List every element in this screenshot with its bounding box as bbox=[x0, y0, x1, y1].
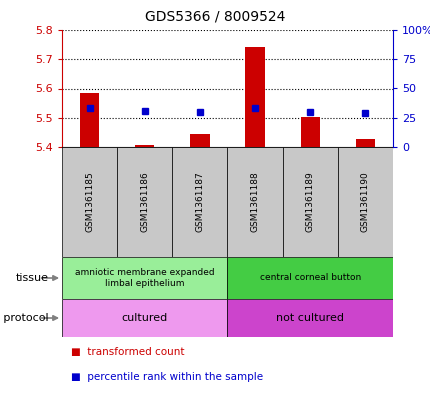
Bar bbox=[355, 139, 374, 147]
Bar bbox=[300, 117, 319, 147]
Text: amniotic membrane expanded
limbal epithelium: amniotic membrane expanded limbal epithe… bbox=[75, 268, 214, 288]
Bar bbox=[117, 147, 172, 257]
Bar bbox=[282, 147, 337, 257]
Text: growth protocol: growth protocol bbox=[0, 313, 49, 323]
Bar bbox=[172, 147, 227, 257]
Bar bbox=[190, 134, 209, 147]
Bar bbox=[227, 257, 392, 299]
Bar bbox=[135, 145, 154, 147]
Text: GSM1361190: GSM1361190 bbox=[360, 172, 369, 232]
Text: GSM1361188: GSM1361188 bbox=[250, 172, 259, 232]
Text: cultured: cultured bbox=[121, 313, 168, 323]
Text: GDS5366 / 8009524: GDS5366 / 8009524 bbox=[145, 9, 285, 23]
Text: GSM1361189: GSM1361189 bbox=[305, 172, 314, 232]
Text: tissue: tissue bbox=[16, 273, 49, 283]
Text: not cultured: not cultured bbox=[276, 313, 344, 323]
Bar bbox=[62, 299, 227, 337]
Text: GSM1361187: GSM1361187 bbox=[195, 172, 204, 232]
Bar bbox=[62, 147, 117, 257]
Text: central corneal button: central corneal button bbox=[259, 274, 360, 283]
Bar bbox=[80, 94, 99, 147]
Bar bbox=[62, 257, 227, 299]
Text: ■  transformed count: ■ transformed count bbox=[71, 347, 184, 357]
Text: ■  percentile rank within the sample: ■ percentile rank within the sample bbox=[71, 372, 262, 382]
Bar bbox=[337, 147, 392, 257]
Text: GSM1361186: GSM1361186 bbox=[140, 172, 149, 232]
Bar bbox=[227, 299, 392, 337]
Bar bbox=[227, 147, 282, 257]
Text: GSM1361185: GSM1361185 bbox=[85, 172, 94, 232]
Bar bbox=[245, 47, 264, 147]
